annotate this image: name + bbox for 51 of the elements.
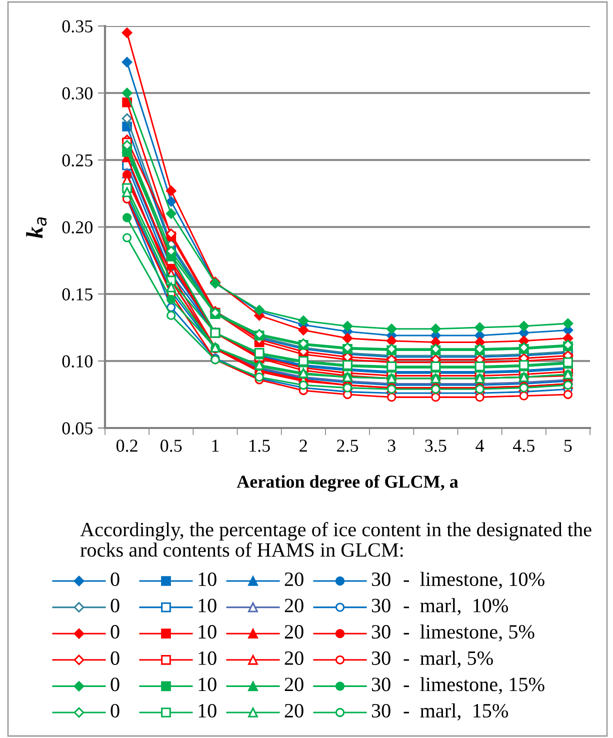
x-tick-label: 1.5 xyxy=(250,440,270,452)
legend-label: 10 xyxy=(198,704,216,718)
legend-label: 30 xyxy=(372,651,390,665)
legend-label: 30 xyxy=(372,625,390,639)
x-tick-label: 5 xyxy=(564,440,572,452)
y-tick-label: 0.20 xyxy=(62,221,93,234)
legend-label: 10 xyxy=(198,678,216,692)
text: - marl, 15% xyxy=(404,703,508,720)
text: - limestone, 5% xyxy=(404,624,534,642)
x-axis-title: Aeration degree of GLCM, a xyxy=(236,474,458,492)
x-tick-label: 3.5 xyxy=(425,440,446,452)
y-tick-label: 0.30 xyxy=(62,87,93,100)
text: - limestone, 15% xyxy=(404,677,544,694)
legend-label: 20 xyxy=(284,651,304,665)
legend-label: 20 xyxy=(284,678,304,692)
legend-label: 30 xyxy=(372,704,390,718)
legend-label: 20 xyxy=(284,704,304,718)
x-tick-label: 0.2 xyxy=(116,440,138,452)
x-tick-label: 1 xyxy=(212,440,219,452)
legend-label: 0 xyxy=(110,678,120,692)
legend-label: 0 xyxy=(110,598,120,612)
text: - limestone, 10% xyxy=(404,572,544,589)
x-tick-label: 4 xyxy=(476,440,484,452)
legend-label: 10 xyxy=(198,651,216,665)
y-tick-label: 0.05 xyxy=(62,422,92,435)
legend-label: 20 xyxy=(284,625,304,639)
text: - marl, 10% xyxy=(404,598,508,616)
legend-label: 0 xyxy=(110,704,120,718)
legend-label: 0 xyxy=(110,625,120,639)
legend-label: 10 xyxy=(198,572,216,586)
legend-label: 10 xyxy=(198,625,216,639)
y-tick-label: 0.25 xyxy=(62,154,92,167)
y-axis-title: k$_{a}$ xyxy=(26,217,47,238)
x-tick-label: 4.5 xyxy=(512,440,534,452)
text: - marl, 5% xyxy=(404,650,493,668)
y-tick-label: 0.10 xyxy=(62,355,93,368)
x-tick-label: 3 xyxy=(388,440,396,452)
x-tick-label: 2 xyxy=(300,440,307,452)
legend-label: 30 xyxy=(372,678,390,692)
legend-label: 0 xyxy=(110,572,120,586)
y-tick-label: 0.15 xyxy=(62,288,92,301)
legend-label: 10 xyxy=(198,598,216,612)
legend-label: 30 xyxy=(372,598,390,612)
legend-label: 0 xyxy=(110,651,120,665)
legend-label: 30 xyxy=(372,572,390,586)
x-tick-label: 0.5 xyxy=(160,440,182,452)
x-tick-label: 2.5 xyxy=(337,440,358,452)
legend-label: 20 xyxy=(284,572,304,586)
y-tick-label: 0.35 xyxy=(62,20,92,33)
legend-label: 20 xyxy=(284,598,304,612)
legend-title: Accordingly, the percentage of ice content in the designated the rocks and contents of HAMS in GLCM: xyxy=(80,522,592,557)
